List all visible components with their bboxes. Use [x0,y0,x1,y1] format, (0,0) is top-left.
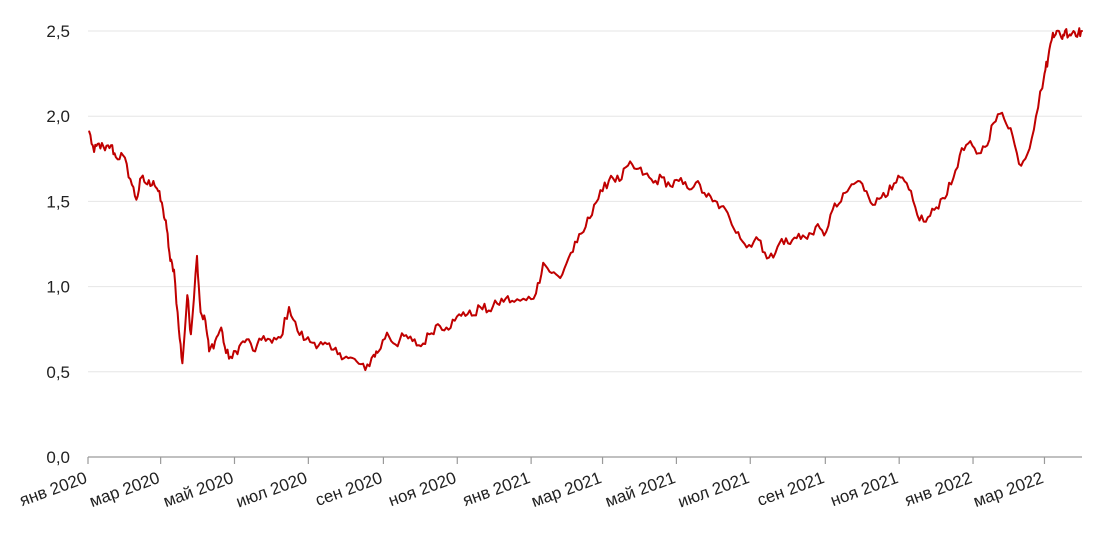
y-tick-label: 1,0 [46,278,70,297]
x-tick-label: июл 2021 [675,468,751,511]
y-axis-tick-labels: 0,0 0,5 1,0 1,5 2,0 2,5 [46,22,70,467]
x-tick-label: янв 2020 [17,468,89,510]
x-axis [87,456,1082,464]
x-tick-label: мар 2020 [87,468,162,511]
series-line [88,27,1083,372]
y-tick-label: 0,0 [46,448,70,467]
y-tick-label: 1,5 [46,192,70,211]
x-tick-label: мар 2022 [971,468,1046,511]
x-tick-label: июл 2020 [233,468,309,511]
x-tick-label: ноя 2020 [386,468,459,510]
x-tick-label: ноя 2021 [828,468,901,510]
y-tick-label: 0,5 [46,363,70,382]
x-tick-label: сен 2020 [313,468,385,510]
x-tick-label: янв 2021 [460,468,532,510]
x-tick-label: май 2021 [603,468,678,511]
grid-lines [88,30,1082,373]
y-tick-label: 2,5 [46,22,70,41]
x-tick-label: мар 2021 [529,468,604,511]
x-tick-label: янв 2022 [902,468,974,510]
x-tick-label: май 2020 [161,468,236,511]
x-tick-label: сен 2021 [755,468,827,510]
y-tick-label: 2,0 [46,107,70,126]
